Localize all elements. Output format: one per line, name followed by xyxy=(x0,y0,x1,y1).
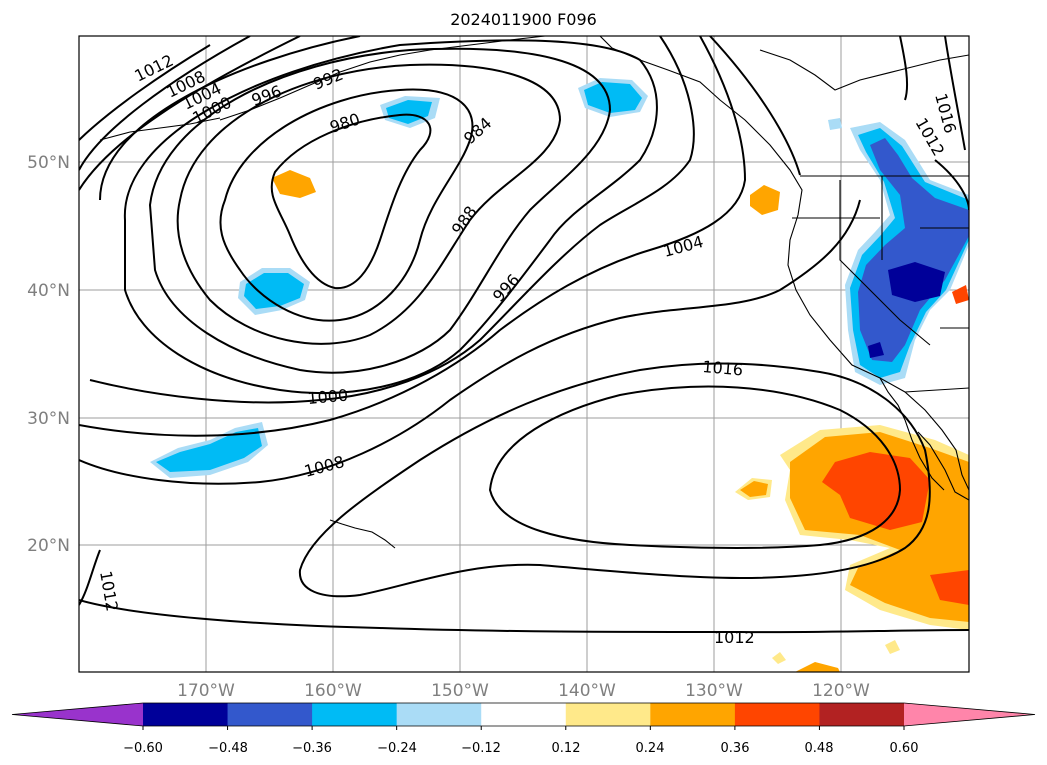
anomaly-navy-small xyxy=(868,342,884,358)
lon-label: 150°W xyxy=(431,681,489,701)
isobar-992 xyxy=(148,47,612,374)
lat-label: 50°N xyxy=(27,153,70,173)
anomaly-blue-north xyxy=(828,118,842,130)
colorbar-tick-label: −0.48 xyxy=(208,741,248,756)
colorbar-segment xyxy=(819,703,905,726)
coastlines xyxy=(99,36,969,549)
isobar-996 xyxy=(123,39,658,395)
border-us-mexico xyxy=(904,387,969,393)
isobar-1008 xyxy=(79,36,861,485)
colorbar-tick-label: 0.48 xyxy=(805,741,834,756)
colorbar-segment xyxy=(565,703,651,726)
colorbar-tick-label: −0.36 xyxy=(292,741,332,756)
anomaly-red-southeast-2 xyxy=(930,570,969,605)
anomaly-yellow-bottom xyxy=(885,640,900,654)
isobar-label: 1000 xyxy=(307,386,349,408)
anomaly-red-small xyxy=(952,285,969,304)
isobar-988 xyxy=(176,63,562,345)
anomaly-navy-west-coast xyxy=(888,262,945,302)
map-title: 2024011900 F096 xyxy=(450,10,597,29)
lat-label: 20°N xyxy=(27,536,70,556)
isobar-label: 1016 xyxy=(702,357,744,379)
colorbar-segment xyxy=(227,703,313,726)
anomaly-orange-bottom xyxy=(795,662,840,672)
coastline-alaska xyxy=(219,36,546,121)
anomaly-blue-1 xyxy=(244,273,304,309)
lon-label: 160°W xyxy=(304,681,362,701)
anomaly-red-southeast-1 xyxy=(822,452,930,530)
lon-label: 120°W xyxy=(812,681,870,701)
lat-label: 30°N xyxy=(27,409,70,429)
anomaly-blue-4 xyxy=(386,100,432,124)
colorbar-tick-labels: −0.60 −0.48 −0.36 −0.24 −0.12 0.12 0.24 … xyxy=(123,741,918,756)
colorbar-segment xyxy=(481,703,567,726)
colorbar-tick-label: −0.12 xyxy=(461,741,501,756)
isobar-984 xyxy=(219,88,474,322)
isobar-1016 xyxy=(298,362,931,598)
anomaly-blue-2 xyxy=(156,428,262,472)
colorbar-tick-label: 0.24 xyxy=(636,741,665,756)
isobar-1012-north xyxy=(79,44,211,141)
lon-label: 170°W xyxy=(177,681,235,701)
isobar-1012-south xyxy=(79,599,969,634)
isobar-labels: 1012 1008 1004 1000 996 992 980 984 988 … xyxy=(96,51,960,647)
anomaly-orange-1-core xyxy=(740,481,768,497)
isobar-1004 xyxy=(79,36,747,437)
coastline-north-america xyxy=(599,36,969,491)
colorbar-tick-label: −0.24 xyxy=(377,741,417,756)
colorbar-segment xyxy=(734,703,820,726)
anomaly-yellow-dot xyxy=(772,652,786,664)
coastline-mexico-mainland xyxy=(917,431,969,501)
map-frame xyxy=(78,35,970,673)
colorbar-tick-label: 0.12 xyxy=(552,741,581,756)
isobar-1012-southwest xyxy=(79,549,101,606)
colorbar-segment xyxy=(143,703,229,726)
isobar-980 xyxy=(270,113,432,290)
colorbar-segment xyxy=(396,703,482,726)
anomaly-blue-3 xyxy=(584,82,642,113)
anomaly-orange-2 xyxy=(750,185,780,215)
colorbar-tick-label: 0.36 xyxy=(721,741,750,756)
lon-label: 140°W xyxy=(558,681,616,701)
colorbar xyxy=(11,702,1036,730)
negative-anomaly-fill xyxy=(150,78,969,478)
colorbar-extend-min xyxy=(12,703,143,726)
colorbar-segment xyxy=(312,703,398,726)
lon-label: 130°W xyxy=(685,681,743,701)
colorbar-extend-max xyxy=(904,703,1035,726)
isobar-1016-inner xyxy=(488,385,902,550)
anomaly-orange-3 xyxy=(272,170,316,198)
latitude-labels: 50°N 40°N 30°N 20°N xyxy=(27,153,70,556)
lat-label: 40°N xyxy=(27,281,70,301)
coastline-canada-north xyxy=(759,49,969,91)
coastline-hawaii xyxy=(329,519,396,549)
isobars xyxy=(79,36,969,634)
border-nevada xyxy=(839,180,931,346)
longitude-labels: 170°W 160°W 150°W 140°W 130°W 120°W xyxy=(177,681,870,701)
isobar-label: 1012 xyxy=(714,628,755,647)
colorbar-tick-label: 0.60 xyxy=(890,741,919,756)
colorbar-tick-label: −0.60 xyxy=(123,741,163,756)
isobar-1016-east xyxy=(944,36,966,151)
coastline-baja-west xyxy=(879,377,945,491)
colorbar-segment xyxy=(650,703,736,726)
